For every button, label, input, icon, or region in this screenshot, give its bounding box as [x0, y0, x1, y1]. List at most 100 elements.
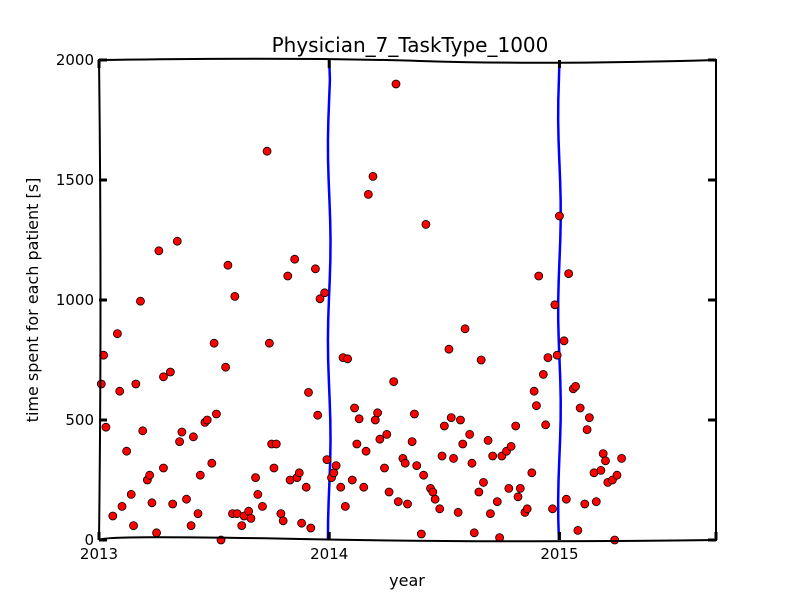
data-point [122, 446, 132, 456]
data-point [534, 271, 544, 281]
data-point [555, 211, 564, 221]
data-point [469, 528, 479, 538]
data-point [504, 483, 514, 493]
data-point [453, 508, 463, 517]
data-point [188, 432, 198, 442]
data-point [212, 409, 221, 419]
data-point [359, 482, 369, 492]
data-point [522, 504, 532, 514]
data-point [304, 387, 313, 397]
y-axis-ticks: 0 500 1000 1500 2000 [56, 51, 716, 549]
data-point [294, 468, 304, 478]
data-point [467, 458, 477, 468]
data-point [380, 463, 389, 473]
data-point [428, 487, 438, 497]
x-tick-label: 2014 [310, 545, 348, 563]
data-point [601, 456, 610, 466]
data-point [262, 146, 272, 156]
data-point [126, 489, 136, 499]
data-point [439, 421, 449, 431]
data-point [269, 463, 279, 473]
data-point [492, 497, 502, 507]
data-point [340, 501, 350, 511]
data-point [147, 498, 157, 508]
data-point [541, 420, 551, 430]
data-point [446, 413, 456, 423]
data-point [117, 501, 127, 511]
data-point [538, 369, 548, 379]
data-point [485, 509, 495, 518]
data-point [559, 336, 569, 346]
data-point [297, 518, 307, 528]
data-point [511, 421, 521, 431]
y-tick-label: 0 [84, 531, 94, 549]
data-point [571, 381, 580, 391]
data-point [419, 470, 429, 480]
data-point [101, 422, 111, 432]
data-point [403, 499, 412, 509]
data-point [617, 453, 627, 463]
data-point [175, 437, 184, 447]
data-point [131, 379, 141, 389]
data-point [564, 269, 574, 279]
data-point [552, 350, 562, 360]
data-point [172, 236, 182, 246]
data-point [276, 509, 286, 518]
data-point [437, 451, 447, 461]
data-point [244, 506, 254, 516]
data-point [580, 499, 590, 509]
data-point [352, 439, 362, 449]
data-point [315, 294, 325, 304]
y-tick-label: 1000 [56, 291, 94, 309]
data-point [152, 528, 161, 538]
data-point [479, 477, 488, 487]
data-point [129, 521, 138, 530]
data-point [108, 511, 118, 521]
data-point [354, 414, 364, 424]
data-point [582, 425, 592, 435]
data-point [483, 435, 493, 445]
data-point [529, 386, 539, 396]
year-boundary-lines [326, 59, 562, 541]
x-tick-label: 2013 [80, 545, 118, 563]
data-point [412, 461, 422, 471]
data-point [591, 497, 601, 507]
data-point [336, 482, 346, 492]
x-axis-label: year [389, 571, 425, 590]
year-boundary-line-2 [556, 59, 562, 541]
data-point [320, 288, 330, 298]
data-point [258, 501, 267, 511]
data-point [195, 470, 205, 480]
chart-title: Physician_7_TaskType_1000 [272, 33, 549, 57]
data-point [548, 504, 557, 514]
data-point [370, 415, 380, 425]
data-point [391, 79, 401, 89]
data-point [253, 489, 263, 499]
data-point [331, 461, 341, 471]
data-point [193, 509, 203, 518]
data-point [488, 451, 498, 461]
data-point [361, 446, 371, 456]
data-point [384, 487, 394, 497]
data-point [575, 403, 585, 413]
data-point [382, 429, 392, 439]
data-point [532, 401, 541, 411]
data-point [430, 494, 440, 504]
data-point [550, 300, 560, 310]
data-point [465, 429, 475, 439]
data-point [421, 219, 431, 229]
data-point [301, 482, 311, 492]
data-point [311, 264, 320, 274]
data-point [363, 189, 373, 199]
data-point [410, 409, 419, 419]
data-point [350, 403, 359, 413]
data-point [416, 529, 426, 539]
data-point [182, 494, 191, 504]
data-point [393, 497, 403, 507]
data-point [237, 521, 247, 530]
data-point [527, 468, 537, 478]
data-point [460, 324, 470, 334]
data-point [347, 475, 357, 485]
x-axis-ticks: 2013 2014 2015 [80, 60, 718, 563]
